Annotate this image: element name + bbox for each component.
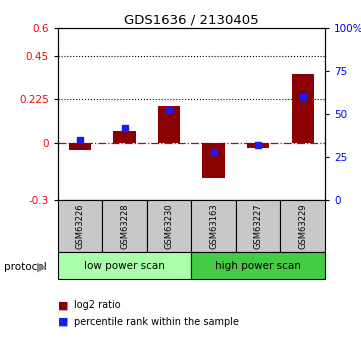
Text: low power scan: low power scan — [84, 261, 165, 270]
Text: GSM63228: GSM63228 — [120, 203, 129, 249]
Bar — [236, 200, 280, 252]
Bar — [191, 200, 236, 252]
Bar — [247, 142, 269, 148]
Text: protocol: protocol — [4, 263, 46, 272]
Text: GSM63227: GSM63227 — [254, 203, 262, 249]
Text: GSM63163: GSM63163 — [209, 203, 218, 249]
Text: high power scan: high power scan — [215, 261, 301, 270]
Bar — [158, 106, 180, 142]
Bar — [113, 131, 136, 142]
Text: ▶: ▶ — [37, 261, 46, 274]
Bar — [58, 200, 102, 252]
Text: GSM63226: GSM63226 — [75, 203, 84, 249]
Bar — [147, 200, 191, 252]
Text: ■: ■ — [58, 300, 68, 310]
Bar — [280, 200, 325, 252]
Bar — [191, 252, 325, 279]
Text: ■: ■ — [58, 317, 68, 326]
Bar — [58, 252, 191, 279]
Bar — [102, 200, 147, 252]
Text: GSM63230: GSM63230 — [165, 203, 174, 249]
Bar — [203, 142, 225, 178]
Text: log2 ratio: log2 ratio — [74, 300, 121, 310]
Bar — [292, 73, 314, 142]
Text: GSM63229: GSM63229 — [298, 203, 307, 249]
Title: GDS1636 / 2130405: GDS1636 / 2130405 — [124, 13, 258, 27]
Text: percentile rank within the sample: percentile rank within the sample — [74, 317, 239, 326]
Bar — [69, 142, 91, 150]
